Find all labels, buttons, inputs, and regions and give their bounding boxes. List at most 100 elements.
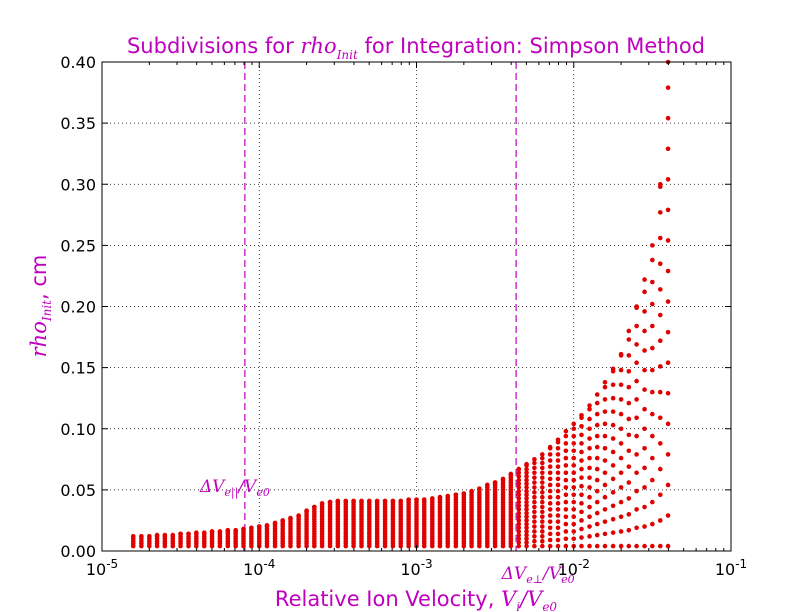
data-point [563,463,569,468]
data-point [532,457,537,462]
data-point [453,492,459,498]
data-point [563,507,569,512]
data-point [563,521,569,527]
data-point [650,389,655,395]
data-point [532,485,537,490]
x-tick-label: 10-1 [715,557,747,579]
data-point [382,498,388,504]
data-point [594,488,600,494]
data-point [516,540,522,545]
data-point [602,458,608,463]
data-point [524,507,529,512]
data-point [406,497,411,502]
data-point [602,543,608,549]
data-point [650,345,655,351]
y-tick-label: 0.40 [60,53,96,72]
data-point [555,482,561,488]
data-point [665,482,671,488]
data-point [610,530,616,535]
data-point [579,466,584,472]
data-point [540,455,545,461]
data-point [304,508,309,513]
data-point [626,337,632,342]
data-point [555,470,561,476]
data-point [657,492,663,498]
data-point [359,498,364,504]
data-point [516,529,522,534]
data-point [563,477,569,483]
y-tick-label: 0.10 [60,420,96,439]
data-point [594,400,600,406]
data-point [508,471,514,477]
data-point [657,518,663,523]
data-point [610,382,616,388]
data-point [579,501,584,506]
data-point [594,433,600,439]
data-point [469,488,474,494]
data-point [602,482,608,488]
data-point [579,535,584,540]
data-point [563,536,569,542]
y-tick-label: 0.05 [60,481,96,500]
chart-title: Subdivisions for rhoInit for Integration… [127,34,705,62]
data-point [657,364,663,369]
data-point [642,485,647,490]
data-point [524,499,529,505]
data-point [540,519,545,524]
data-point [524,540,529,545]
data-point [610,463,616,468]
data-point [594,477,600,483]
data-point [532,465,537,471]
data-point [626,543,632,549]
data-point [524,518,529,523]
data-point [170,532,176,538]
x-axis-label-math: V [501,587,518,611]
data-point [587,436,592,441]
data-point [532,538,537,544]
data-point [524,461,529,467]
data-point [602,519,608,524]
data-point [249,525,254,531]
data-point [571,492,577,498]
data-point [642,348,647,353]
data-point [540,538,545,544]
data-point [618,397,624,402]
data-point [547,525,553,531]
data-point [594,499,600,505]
data-point [602,397,608,402]
data-point [563,499,569,505]
data-point [563,441,569,446]
data-point [626,480,632,485]
data-point [634,507,639,512]
data-point [602,531,608,537]
data-point [571,514,577,520]
data-point [665,146,671,152]
data-point [665,329,671,335]
data-point [634,452,639,457]
data-point [524,477,529,483]
data-point [477,486,482,491]
data-point [642,367,647,373]
data-point [602,470,608,476]
data-point [524,532,529,538]
data-point [579,475,584,480]
data-point [398,498,404,504]
data-point [610,516,616,522]
x-tick-label: 10-4 [243,557,275,579]
data-point [610,503,616,509]
data-point [532,529,537,534]
data-point [587,524,592,529]
data-point [594,422,600,428]
data-point [201,530,207,535]
data-point [154,532,160,538]
data-point [587,465,592,471]
data-point [532,509,537,515]
data-point [233,527,238,533]
data-point [579,432,584,438]
data-point [343,498,349,504]
data-point [594,466,600,472]
data-point [665,421,671,427]
data-point [618,351,624,357]
plot-frame [101,61,732,552]
